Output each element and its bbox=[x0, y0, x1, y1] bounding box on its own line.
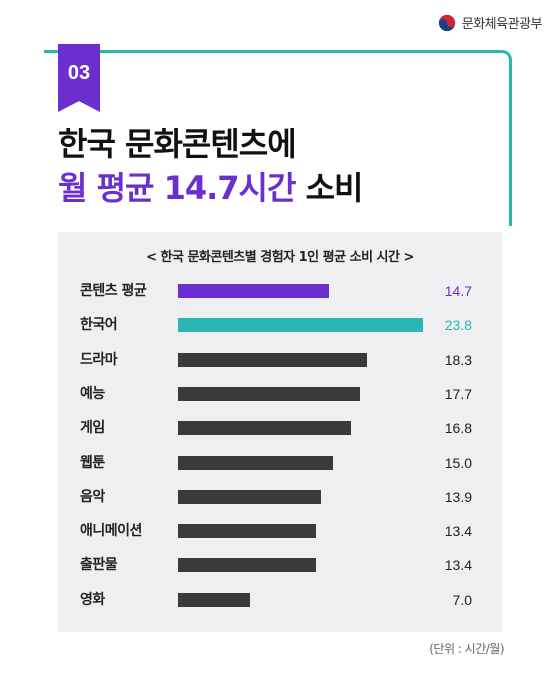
value-label: 15.0 bbox=[444, 454, 472, 471]
value-label: 16.8 bbox=[444, 420, 472, 437]
category-label: 출판물 bbox=[80, 557, 118, 574]
title-line-1: 한국 문화콘텐츠에 bbox=[58, 125, 297, 163]
chart-row: 게임 16.8 bbox=[58, 411, 502, 445]
value-label: 18.3 bbox=[444, 351, 472, 368]
chart-row: 한국어 23.8 bbox=[58, 308, 502, 342]
bar bbox=[178, 352, 367, 367]
category-label: 게임 bbox=[80, 420, 105, 437]
category-label: 한국어 bbox=[80, 317, 118, 334]
category-label: 예능 bbox=[80, 385, 105, 402]
bar bbox=[178, 318, 424, 333]
chart-row: 출판물 13.4 bbox=[58, 548, 502, 582]
category-label: 애니메이션 bbox=[80, 523, 142, 540]
value-label: 17.7 bbox=[444, 385, 472, 402]
value-label: 23.8 bbox=[444, 317, 472, 334]
chart-row: 예능 17.7 bbox=[58, 377, 502, 411]
chart-row: 영화 7.0 bbox=[58, 583, 502, 617]
category-label: 드라마 bbox=[80, 351, 118, 368]
title-line-2-rest: 소비 bbox=[295, 169, 364, 207]
value-label: 14.7 bbox=[444, 283, 472, 299]
value-label: 13.9 bbox=[444, 488, 472, 505]
ministry-name: 문화체육관광부 bbox=[461, 17, 543, 32]
unit-note: (단위 : 시간/월) bbox=[429, 642, 504, 656]
chart-row: 드라마 18.3 bbox=[58, 343, 502, 377]
bar bbox=[178, 284, 330, 298]
bar bbox=[178, 558, 317, 573]
bar bbox=[178, 455, 333, 470]
chart-row: 음악 13.9 bbox=[58, 480, 502, 514]
value-label: 7.0 bbox=[452, 591, 472, 608]
value-label: 13.4 bbox=[444, 523, 472, 540]
chart-panel: < 한국 문화콘텐츠별 경험자 1인 평균 소비 시간 > 콘텐츠 평균 14.7… bbox=[58, 232, 502, 632]
header-frame-line bbox=[44, 50, 512, 226]
category-label: 웹툰 bbox=[80, 454, 105, 471]
value-label: 13.4 bbox=[444, 557, 472, 574]
taegeuk-emblem-icon bbox=[438, 14, 455, 31]
section-number: 03 bbox=[67, 62, 91, 84]
bar bbox=[178, 592, 251, 607]
bar bbox=[178, 421, 352, 436]
page-title: 한국 문화콘텐츠에 월 평균 14.7시간 소비 bbox=[58, 122, 364, 210]
bar bbox=[178, 524, 317, 539]
bar bbox=[178, 489, 322, 504]
title-accent: 월 평균 14.7시간 bbox=[58, 169, 296, 207]
bar bbox=[178, 386, 361, 401]
category-label: 음악 bbox=[80, 488, 105, 505]
chart-title: < 한국 문화콘텐츠별 경험자 1인 평균 소비 시간 > bbox=[146, 250, 414, 265]
section-number-badge: 03 bbox=[58, 44, 100, 112]
chart-row: 웹툰 15.0 bbox=[58, 446, 502, 480]
category-label: 콘텐츠 평균 bbox=[80, 283, 147, 299]
ministry-logo: 문화체육관광부 bbox=[438, 13, 543, 32]
chart-row: 애니메이션 13.4 bbox=[58, 514, 502, 548]
category-label: 영화 bbox=[80, 591, 105, 608]
chart-row: 콘텐츠 평균 14.7 bbox=[58, 274, 502, 308]
